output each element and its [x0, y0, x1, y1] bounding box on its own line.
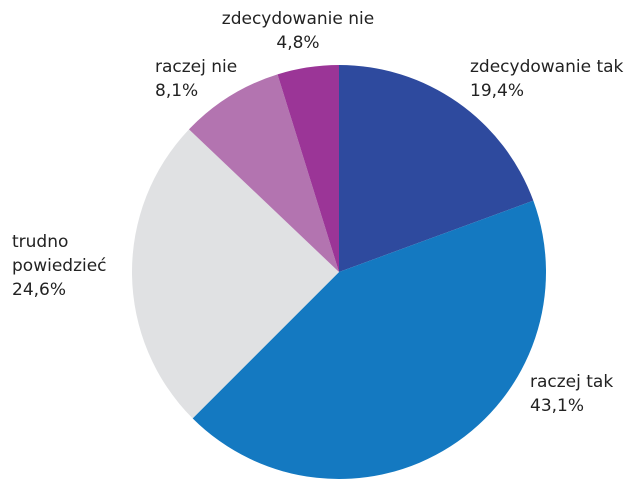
category-name: zdecydowanie nie	[221, 9, 375, 29]
value-label: 24,6%	[12, 280, 67, 300]
value-label: 8,1%	[155, 81, 199, 101]
slice-label: raczej tak 43,1%	[530, 370, 613, 418]
slice	[132, 129, 339, 419]
slice	[192, 200, 546, 479]
value-label: 4,8%	[276, 33, 320, 53]
slice-label: zdecydowanie tak 19,4%	[470, 55, 623, 103]
slice	[277, 65, 339, 272]
value-label: 19,4%	[470, 81, 525, 101]
value-label: 43,1%	[530, 396, 585, 416]
slice-label: zdecydowanie nie 4,8%	[218, 7, 378, 55]
category-name: raczej tak	[530, 372, 614, 392]
slice	[188, 74, 339, 272]
slice-label: raczej nie 8,1%	[155, 55, 237, 103]
category-name: zdecydowanie tak	[470, 57, 624, 77]
slice-label: trudno powiedzieć 24,6%	[12, 230, 122, 302]
slice	[339, 65, 534, 272]
category-name: raczej nie	[155, 57, 238, 77]
category-name: trudno powiedzieć	[12, 232, 107, 276]
